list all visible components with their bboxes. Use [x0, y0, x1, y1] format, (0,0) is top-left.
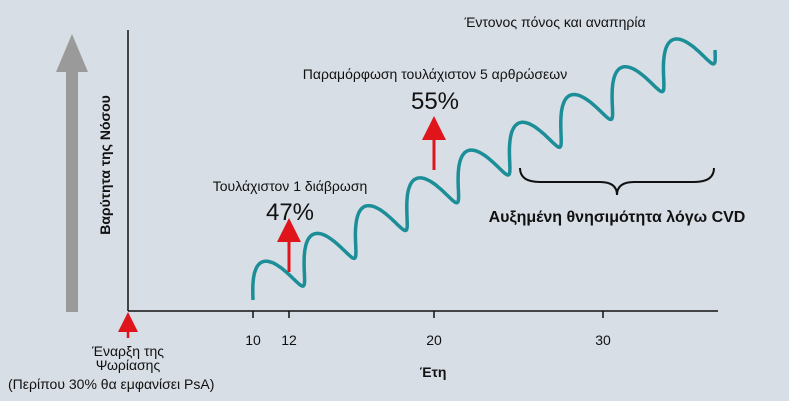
annotation-label: Παραμόρφωση τουλάχιστον 5 αρθρώσεων [303, 66, 567, 82]
brace-label: Αυξημένη θνησιμότητα λόγω CVD [489, 209, 746, 226]
y-axis-label: Βαρύτητα της Νόσου [97, 95, 113, 235]
onset-text: Ψωρίασης [96, 357, 161, 373]
x-axis-label: Έτη [420, 364, 447, 380]
x-tick-marks [252, 311, 604, 318]
x-tick-label: 30 [595, 332, 611, 348]
x-tick-label: 20 [426, 332, 442, 348]
annotation-percent: 47% [266, 199, 314, 226]
onset-note: (Περίπου 30% θα εμφανίσει PsA) [8, 376, 214, 392]
brace [519, 167, 715, 196]
onset-text: Έναρξη της [91, 343, 164, 359]
severity-arrow [56, 34, 88, 312]
annotation-label: Τουλάχιστον 1 διάβρωση [213, 178, 368, 194]
x-tick-label: 10 [245, 332, 261, 348]
annotation-label: Έντονος πόνος και αναπηρία [463, 14, 645, 30]
x-tick-label: 12 [281, 332, 297, 348]
annotation-percent: 55% [411, 88, 459, 115]
disease-curve [251, 37, 717, 301]
